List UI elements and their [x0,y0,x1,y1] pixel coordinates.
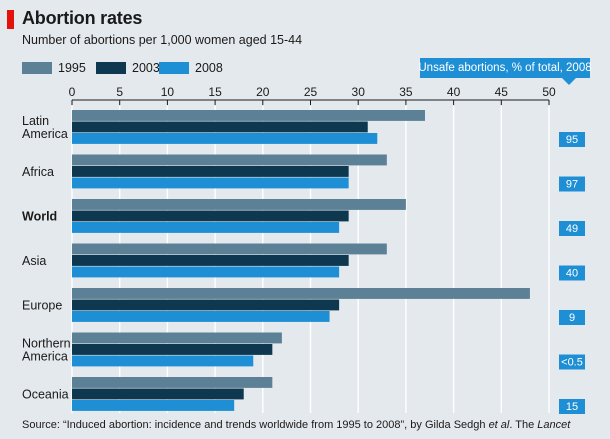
legend-label-2003: 2003 [132,61,160,75]
x-tick-label-50: 50 [542,85,556,99]
x-tick-label-30: 30 [352,85,366,99]
bar-world-2008 [72,222,340,233]
x-tick-label-5: 5 [116,85,123,99]
bar-europe-2003 [72,299,340,311]
unsafe-badge-asia [559,265,585,281]
source-etal: et al [488,419,510,431]
category-label-oceania: Oceania [22,387,69,401]
category-label-africa: Africa [22,165,54,179]
unsafe-abortions-header: Unsafe abortions, % of total, 2008 [418,58,592,78]
x-tick-label-10: 10 [161,85,175,99]
x-tick-label-40: 40 [447,85,461,99]
chart-title: Abortion rates [22,8,143,28]
category-label-latin-america-line-1: Latin [22,114,49,128]
x-tick-label-35: 35 [399,85,413,99]
x-tick-label-0: 0 [69,85,76,99]
bar-africa-1995 [72,154,387,166]
unsafe-badge-latin-america [559,132,585,147]
bar-africa-2003 [72,166,349,177]
x-tick-label-20: 20 [256,85,270,99]
legend-swatch-1995 [22,62,52,74]
unsafe-header-pointer [562,78,576,85]
x-tick-label-45: 45 [495,85,509,99]
bar-northern-america-1995 [72,332,282,344]
x-tick-label-15: 15 [208,85,222,99]
unsafe-badge-northern-america [559,354,585,370]
category-label-northern-america-line-2: America [22,349,68,363]
bar-world-1995 [72,199,406,210]
chart-subtitle: Number of abortions per 1,000 women aged… [22,33,303,47]
unsafe-badge-world [559,221,585,236]
bar-northern-america-2008 [72,355,254,367]
category-label-europe: Europe [22,298,62,312]
bar-europe-2008 [72,311,330,322]
legend-item-1995: 1995 [22,60,86,76]
legend-item-2003: 2003 [96,60,160,76]
bar-world-2003 [72,210,349,222]
unsafe-value-world: 49 [566,223,578,235]
bar-oceania-1995 [72,377,273,388]
legend-label-2008: 2008 [195,61,223,75]
bar-asia-2003 [72,255,349,266]
unsafe-value-northern-america: <0.5 [561,357,583,369]
bar-oceania-2003 [72,388,244,400]
brand-mark [7,10,14,29]
bar-oceania-2008 [72,400,235,411]
bar-latin-america-1995 [72,110,425,121]
bar-asia-2008 [72,266,340,278]
bar-europe-1995 [72,288,530,299]
source-middle: . The [509,419,538,431]
source-prefix: Source: “Induced abortion: incidence and… [22,419,489,431]
unsafe-badge-europe [559,310,585,325]
category-label-northern-america-line-1: Northern [22,336,71,350]
source-journal: Lancet [537,419,571,431]
unsafe-value-europe: 9 [569,312,575,324]
bar-asia-1995 [72,243,387,255]
source-note: Source: “Induced abortion: incidence and… [22,419,570,431]
category-label-latin-america-line-2: America [22,127,68,141]
unsafe-badge-oceania [559,399,585,414]
bar-africa-2008 [72,177,349,189]
legend-swatch-2003 [96,62,126,74]
legend-label-1995: 1995 [58,61,86,75]
category-label-asia: Asia [22,254,46,268]
bar-latin-america-2008 [72,133,378,144]
bar-northern-america-2003 [72,344,273,355]
unsafe-value-latin-america: 95 [566,134,578,146]
legend-swatch-2008 [159,62,189,74]
x-tick-label-25: 25 [304,85,318,99]
category-label-world: World [22,209,57,223]
unsafe-value-oceania: 15 [566,401,578,413]
unsafe-value-africa: 97 [566,179,578,191]
unsafe-badge-africa [559,176,585,192]
bar-latin-america-2003 [72,121,368,133]
legend-item-2008: 2008 [159,60,223,76]
unsafe-value-asia: 40 [566,268,578,280]
